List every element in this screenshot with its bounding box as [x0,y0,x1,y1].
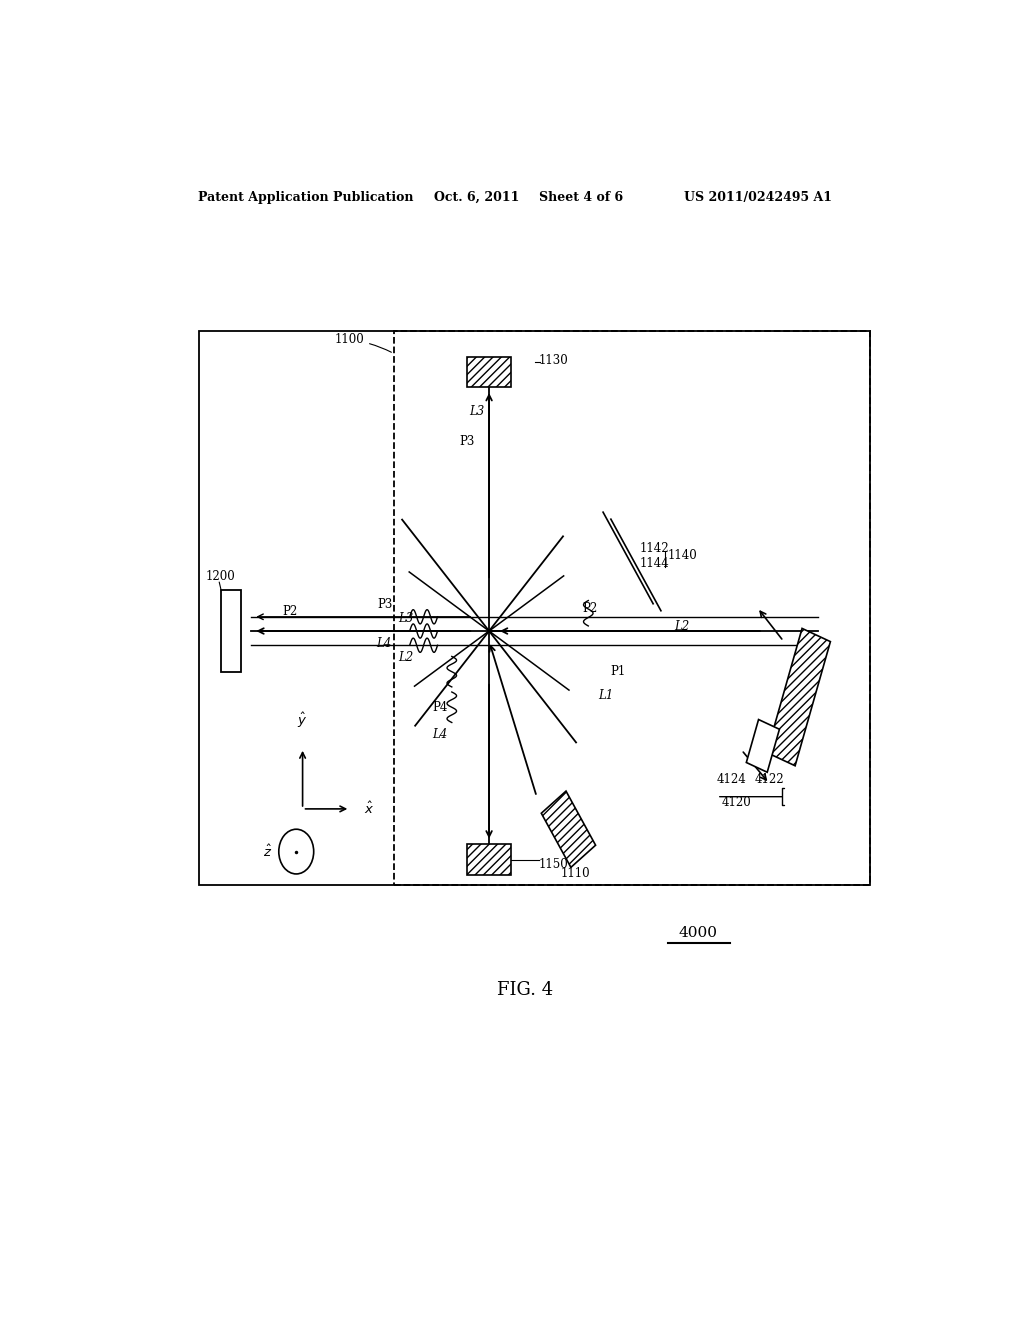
Bar [467,356,511,387]
Text: Patent Application Publication: Patent Application Publication [198,190,414,203]
Text: L3: L3 [469,404,484,417]
Text: P4: P4 [432,701,447,714]
Bar [542,791,596,867]
Text: 4120: 4120 [722,796,752,809]
Text: $\hat{y}$: $\hat{y}$ [297,710,308,730]
Text: 1140: 1140 [668,549,697,562]
Text: 1130: 1130 [539,354,569,367]
Text: L4: L4 [432,727,447,741]
Bar [746,719,779,772]
Text: 4000: 4000 [678,925,717,940]
Text: 1110: 1110 [560,867,590,880]
Bar [394,331,870,886]
Text: $\hat{x}$: $\hat{x}$ [365,801,375,817]
Text: 1200: 1200 [206,570,236,583]
Text: P3: P3 [377,598,392,611]
Bar [467,845,511,875]
Text: L2: L2 [674,620,689,634]
Bar [221,590,241,672]
Text: P2: P2 [582,602,597,615]
Text: L3: L3 [397,612,413,624]
Text: L1: L1 [598,689,613,702]
Text: FIG. 4: FIG. 4 [497,981,553,999]
Text: 4124: 4124 [717,774,746,787]
Text: P2: P2 [283,605,298,618]
Bar [200,331,870,886]
Text: L2: L2 [397,651,413,664]
Text: 4122: 4122 [755,774,784,787]
Text: Sheet 4 of 6: Sheet 4 of 6 [539,190,624,203]
Text: 1144: 1144 [640,557,670,570]
Text: L4: L4 [377,638,391,651]
Text: $\hat{z}$: $\hat{z}$ [263,843,272,859]
Text: 1100: 1100 [334,334,391,352]
Text: US 2011/0242495 A1: US 2011/0242495 A1 [684,190,831,203]
Text: P3: P3 [460,436,475,447]
Text: 1150: 1150 [539,858,569,871]
Bar [767,628,830,766]
Text: 1142: 1142 [640,541,670,554]
Text: P1: P1 [610,665,626,677]
Text: Oct. 6, 2011: Oct. 6, 2011 [433,190,519,203]
